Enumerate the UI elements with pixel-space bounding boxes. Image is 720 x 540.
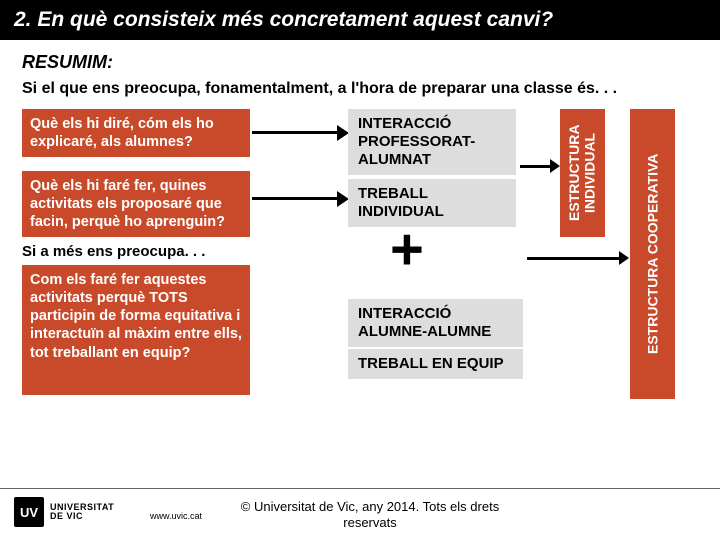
logo-text: UNIVERSITAT DE VIC	[50, 503, 114, 521]
arrow-1	[252, 131, 337, 134]
resumim-heading: RESUMIM:	[22, 52, 720, 73]
result-box-2: TREBALL INDIVIDUAL	[348, 179, 516, 227]
arrow-r1	[520, 165, 550, 168]
logo: UV UNIVERSITAT DE VIC	[14, 497, 114, 527]
result-box-1: INTERACCIÓ PROFESSORAT-ALUMNAT	[348, 109, 516, 175]
arrow-r2-head	[619, 251, 629, 265]
arrow-r1-head	[550, 159, 560, 173]
intro-text: Si el que ens preocupa, fonamentalment, …	[22, 79, 698, 99]
question-box-2: Què els hi faré fer, quines activitats e…	[22, 171, 250, 237]
footer: UV UNIVERSITAT DE VIC www.uvic.cat © Uni…	[0, 488, 720, 540]
mid-text: Si a més ens preocupa. . .	[22, 243, 205, 260]
arrow-r2	[527, 257, 619, 260]
plus-sign: +	[390, 221, 424, 279]
copyright: © Universitat de Vic, any 2014. Tots els…	[240, 499, 500, 530]
vertical-bar-cooperativa: ESTRUCTURA COOPERATIVA	[630, 109, 675, 399]
question-box-3: Com els faré fer aquestes activitats per…	[22, 265, 250, 395]
question-box-1: Què els hi diré, cóm els ho explicaré, a…	[22, 109, 250, 157]
footer-url: www.uvic.cat	[150, 511, 202, 521]
result-box-4: TREBALL EN EQUIP	[348, 349, 523, 379]
diagram-area: Què els hi diré, cóm els ho explicaré, a…	[0, 109, 720, 449]
arrow-2	[252, 197, 337, 200]
result-box-3: INTERACCIÓ ALUMNE-ALUMNE	[348, 299, 523, 347]
logo-mark: UV	[14, 497, 44, 527]
vertical-bar-individual: ESTRUCTURA INDIVIDUAL	[560, 109, 605, 237]
slide-title: 2. En què consisteix més concretament aq…	[0, 0, 720, 40]
